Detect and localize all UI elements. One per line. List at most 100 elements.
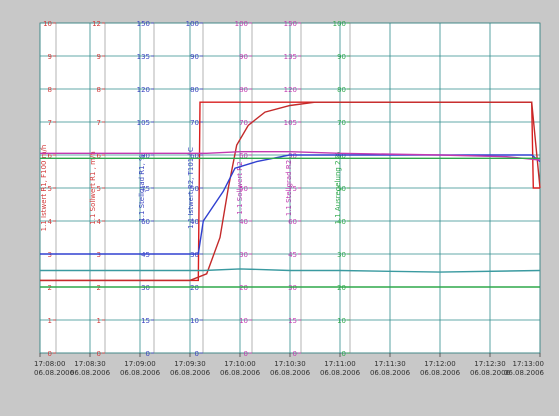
y-tick-label: 1 — [48, 317, 52, 325]
x-tick-label: 17:10:30 — [274, 360, 305, 368]
y-tick-label: 40 — [239, 218, 248, 226]
y-tick-label: 90 — [288, 152, 297, 160]
y-axis-title: 1.1 Stellgrad R2 — [285, 160, 293, 216]
y-tick-label: 8 — [48, 86, 52, 94]
x-tick-date: 06.08.2006 — [470, 369, 511, 377]
y-tick-label: 4 — [97, 218, 102, 226]
y-tick-label: 50 — [190, 185, 199, 193]
y-tick-label: 60 — [190, 152, 199, 160]
y-tick-label: 0 — [195, 350, 199, 358]
x-tick-label: 17:08:30 — [74, 360, 105, 368]
y-tick-label: 90 — [141, 152, 150, 160]
y-axis-title: 1.1 Sollwert R1 , m/h — [89, 151, 97, 224]
x-tick-label: 17:08:00 — [34, 360, 65, 368]
x-tick-date: 06.08.2006 — [420, 369, 461, 377]
y-tick-label: 9 — [48, 53, 52, 61]
y-tick-label: 1 — [97, 317, 101, 325]
y-tick-label: 7 — [48, 119, 52, 127]
series-line — [40, 268, 541, 273]
y-tick-label: 30 — [239, 251, 248, 259]
y-tick-label: 20 — [190, 284, 199, 292]
y-tick-label: 100 — [333, 20, 346, 28]
x-tick-date: 06.08.2006 — [320, 369, 361, 377]
x-tick-date: 06.08.2006 — [220, 369, 261, 377]
y-tick-label: 3 — [97, 251, 101, 259]
x-tick-label: 17:11:30 — [374, 360, 405, 368]
x-tick-label: 17:13:00 — [513, 360, 544, 368]
y-tick-label: 0 — [244, 350, 248, 358]
y-tick-label: 100 — [186, 20, 199, 28]
x-tick-date: 06.08.2006 — [70, 369, 111, 377]
y-tick-label: 20 — [239, 284, 248, 292]
y-axis-title: 1.1 Stellgrad R1, % — [138, 154, 146, 222]
y-tick-label: 90 — [337, 53, 346, 61]
y-tick-label: 0 — [97, 350, 101, 358]
y-axis-title: 1.1 Istwert R2, T101 °C — [187, 147, 195, 229]
x-tick-label: 17:09:00 — [124, 360, 155, 368]
series-line — [40, 154, 541, 255]
y-tick-label: 60 — [288, 218, 297, 226]
y-tick-label: 9 — [97, 53, 101, 61]
y-tick-label: 70 — [190, 119, 199, 127]
y-tick-label: 4 — [48, 218, 53, 226]
y-tick-label: 2 — [97, 284, 101, 292]
y-tick-label: 120 — [284, 86, 297, 94]
y-tick-label: 10 — [337, 317, 346, 325]
y-tick-label: 10 — [239, 317, 248, 325]
y-tick-label: 45 — [288, 251, 297, 259]
y-tick-label: 0 — [48, 350, 52, 358]
x-tick-date: 06.08.2006 — [270, 369, 311, 377]
y-tick-label: 120 — [137, 86, 150, 94]
y-tick-label: 135 — [284, 53, 297, 61]
series-line — [40, 151, 541, 161]
x-tick-label: 17:09:30 — [174, 360, 205, 368]
x-tick-date: 06.08.2006 — [120, 369, 161, 377]
y-tick-label: 135 — [137, 53, 150, 61]
y-tick-label: 150 — [284, 20, 297, 28]
y-tick-label: 30 — [141, 284, 150, 292]
y-tick-label: 90 — [239, 53, 248, 61]
y-tick-label: 20 — [337, 284, 346, 292]
x-tick-label: 17:10:00 — [224, 360, 255, 368]
y-tick-label: 15 — [141, 317, 150, 325]
x-tick-label: 17:12:00 — [424, 360, 455, 368]
y-tick-label: 105 — [137, 119, 150, 127]
y-tick-label: 3 — [48, 251, 52, 259]
y-axis-title: 1.1 Ausregelung 2 % — [334, 151, 342, 224]
y-tick-label: 60 — [239, 152, 248, 160]
x-tick-label: 17:12:30 — [474, 360, 505, 368]
y-tick-label: 50 — [239, 185, 248, 193]
y-axis-title: 1.1 Sollwert R2 — [236, 161, 244, 214]
x-tick-date: 06.08.2006 — [34, 369, 75, 377]
y-tick-label: 75 — [141, 185, 150, 193]
y-tick-label: 2 — [48, 284, 52, 292]
y-tick-label: 15 — [288, 317, 297, 325]
y-tick-label: 70 — [239, 119, 248, 127]
y-tick-label: 80 — [239, 86, 248, 94]
y-tick-label: 40 — [190, 218, 199, 226]
y-tick-label: 70 — [337, 119, 346, 127]
y-tick-label: 75 — [288, 185, 297, 193]
y-tick-label: 30 — [288, 284, 297, 292]
y-tick-label: 0 — [146, 350, 150, 358]
y-tick-label: 12 — [92, 20, 101, 28]
y-tick-label: 6 — [97, 152, 102, 160]
series-line — [40, 101, 541, 282]
y-tick-label: 60 — [141, 218, 150, 226]
y-tick-label: 6 — [48, 152, 53, 160]
y-tick-label: 150 — [137, 20, 150, 28]
y-tick-label: 7 — [97, 119, 101, 127]
y-tick-label: 45 — [141, 251, 150, 259]
y-tick-label: 80 — [190, 86, 199, 94]
y-tick-label: 90 — [190, 53, 199, 61]
y-tick-label: 0 — [293, 350, 297, 358]
y-tick-label: 30 — [337, 251, 346, 259]
y-tick-label: 10 — [43, 20, 52, 28]
y-tick-label: 30 — [190, 251, 199, 259]
y-tick-label: 5 — [97, 185, 101, 193]
y-tick-label: 60 — [337, 152, 346, 160]
y-tick-label: 8 — [97, 86, 101, 94]
y-tick-label: 40 — [337, 218, 346, 226]
